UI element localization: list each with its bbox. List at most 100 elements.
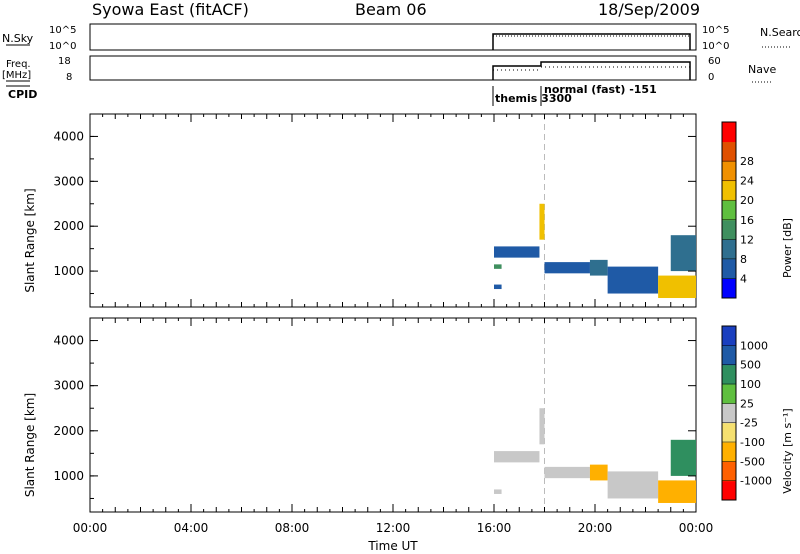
nsearch-tick-bottom: 10^0 — [702, 41, 729, 52]
velocity-colorbar-seg-4 — [722, 403, 736, 424]
power-cell-5 — [589, 259, 608, 276]
freq-unit-label: [MHz] — [2, 70, 31, 81]
nave-tick-top: 60 — [708, 56, 721, 67]
power-ytick-label-1: 2000 — [53, 219, 84, 233]
x-axis-label: Time UT — [367, 539, 418, 553]
velocity-ytick-label-0: 1000 — [53, 469, 84, 483]
power-cb-label-6: 28 — [740, 155, 754, 168]
velocity-cb-label-5: -100 — [740, 436, 765, 449]
velocity-cell-7 — [670, 439, 696, 476]
power-cb-label-3: 16 — [740, 214, 754, 227]
velocity-colorbar-seg-5 — [722, 384, 736, 404]
nave-tick-bottom: 0 — [708, 72, 714, 83]
x-tick-label-6: 00:00 — [679, 521, 714, 535]
power-cb-label-1: 8 — [740, 253, 747, 266]
power-colorbar-seg-1 — [722, 258, 736, 279]
power-cell-7 — [658, 275, 696, 299]
power-colorbar-frame — [721, 121, 737, 299]
x-tick-label-3: 12:00 — [376, 521, 411, 535]
velocity-cb-label-4: -25 — [740, 417, 758, 430]
velocity-cb-label-6: -500 — [740, 455, 765, 468]
cpid-row: CPID themis 3300 normal (fast) -151 — [6, 83, 657, 106]
date-title: 18/Sep/2009 — [598, 0, 700, 19]
power-colorbar-seg-2 — [722, 239, 736, 260]
velocity-cell-5 — [607, 471, 659, 499]
nsearch-tick-top: 10^5 — [702, 25, 729, 36]
power-cell-1 — [494, 264, 502, 269]
power-cb-label-2: 12 — [740, 233, 754, 246]
velocity-cb-label-3: 25 — [740, 397, 754, 410]
freq-tick-top: 18 — [58, 56, 71, 67]
beam-title: Beam 06 — [355, 0, 427, 19]
x-tick-label-5: 20:00 — [578, 521, 613, 535]
velocity-colorbar-label: Velocity [m s⁻¹] — [781, 408, 794, 493]
nave-label: Nave — [748, 63, 776, 76]
freq-label: Freq. — [6, 59, 31, 70]
power-colorbar-seg-0 — [722, 278, 736, 299]
velocity-colorbar-seg-1 — [722, 461, 736, 482]
cpid-label: CPID — [8, 88, 37, 101]
velocity-cell-0 — [494, 489, 502, 494]
power-cell-4 — [544, 262, 590, 274]
power-colorbar-seg-5 — [722, 180, 736, 201]
station-title: Syowa East (fitACF) — [92, 0, 249, 19]
velocity-ytick-label-2: 3000 — [53, 379, 84, 393]
velocity-ytick-label-3: 4000 — [53, 334, 84, 348]
power-ytick-label-0: 1000 — [53, 264, 84, 278]
velocity-cb-label-2: 100 — [740, 378, 761, 391]
power-cell-2 — [494, 246, 540, 258]
nsky-label: N.Sky — [2, 32, 34, 45]
velocity-colorbar-frame — [721, 325, 737, 501]
velocity-cb-label-0: 1000 — [740, 339, 768, 352]
x-tick-label-2: 08:00 — [275, 521, 310, 535]
power-cell-8 — [670, 235, 696, 272]
velocity-cell-4 — [589, 464, 608, 481]
x-tick-label-0: 00:00 — [73, 521, 108, 535]
power-ylabel: Slant Range [km] — [23, 188, 37, 292]
freq-panel: Freq. [MHz] 18 8 60 0 Nave — [2, 55, 776, 83]
velocity-panel: 1000 2000 3000 4000 Slant Range [km] 1000 500 1… — [23, 317, 794, 513]
velocity-frame — [89, 317, 697, 513]
power-ytick-label-2: 3000 — [53, 174, 84, 188]
x-tick-label-1: 04:00 — [174, 521, 209, 535]
velocity-colorbar-seg-2 — [722, 442, 736, 462]
velocity-colorbar-seg-3 — [722, 422, 736, 443]
power-panel: 1000 2000 3000 4000 Slant Range [km] 4 8 12 16 20… — [23, 113, 794, 308]
freq-tick-bottom: 8 — [66, 72, 72, 83]
velocity-colorbar-seg-6 — [722, 364, 736, 385]
freq-frame — [89, 55, 697, 81]
power-colorbar-label: Power [dB] — [781, 218, 794, 278]
velocity-cell-6 — [658, 480, 696, 503]
cpid-segment-2: normal (fast) -151 — [544, 83, 657, 96]
velocity-colorbar-seg-7 — [722, 345, 736, 366]
nsky-tick-top: 10^5 — [49, 25, 76, 36]
power-cb-label-4: 20 — [740, 194, 754, 207]
nsearch-label: N.Search — [760, 26, 800, 39]
nsky-panel: N.Sky 10^5 10^0 10^5 10^0 N.Search — [2, 23, 800, 52]
velocity-ytick-label-1: 2000 — [53, 424, 84, 438]
velocity-cell-3 — [544, 466, 590, 479]
power-cell-3 — [539, 203, 545, 240]
velocity-cell-2 — [539, 408, 545, 445]
nsky-frame — [89, 23, 697, 51]
power-cb-label-0: 4 — [740, 272, 747, 285]
power-cell-6 — [607, 266, 659, 294]
velocity-colorbar-seg-0 — [722, 480, 736, 501]
freq-trace — [492, 61, 691, 80]
power-colorbar-seg-4 — [722, 200, 736, 221]
velocity-ylabel: Slant Range [km] — [23, 393, 37, 497]
power-colorbar-seg-7 — [722, 141, 736, 162]
power-colorbar-seg-3 — [722, 219, 736, 240]
nave-trace — [493, 66, 690, 71]
x-axis-ticks: 00:00 04:00 08:00 12:00 16:00 20:00 00:00 — [73, 521, 714, 535]
nsky-tick-bottom: 10^0 — [49, 41, 76, 52]
power-frame — [89, 113, 697, 308]
power-colorbar-seg-8 — [722, 122, 736, 143]
nsky-trace — [492, 33, 691, 50]
cpid-segment-1: themis 3300 — [495, 92, 572, 105]
velocity-cb-label-7: -1000 — [740, 475, 772, 488]
power-cell-0 — [494, 284, 502, 290]
power-ytick-label-3: 4000 — [53, 129, 84, 143]
velocity-cb-label-1: 500 — [740, 359, 761, 372]
